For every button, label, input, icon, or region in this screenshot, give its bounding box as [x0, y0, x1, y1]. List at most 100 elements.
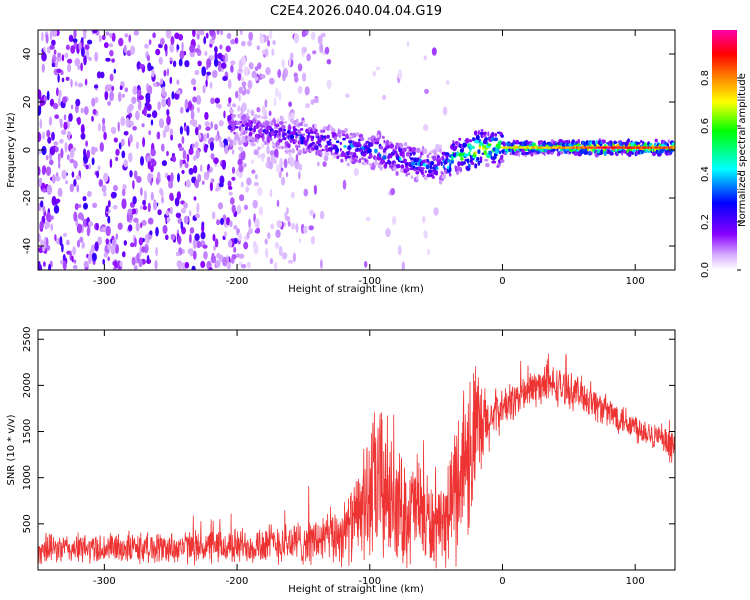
spectrogram-noise-cell: [79, 236, 84, 243]
spectrogram-ridge-cell: [467, 151, 471, 157]
spectrogram-ridge-cell: [329, 138, 332, 142]
spectrogram-noise-cell: [181, 136, 185, 145]
spectrogram-ridge-cell: [550, 151, 554, 155]
spectrogram-noise-cell: [212, 211, 216, 220]
spectrogram-ridge-cell: [366, 160, 369, 165]
spectrogram-ridge-cell: [234, 126, 239, 129]
spectrogram-noise-cell: [38, 131, 42, 143]
spectrogram-noise-cell: [52, 174, 56, 184]
spectrogram-ridge-cell: [473, 130, 478, 136]
spectrogram-noise-cell: [135, 110, 140, 121]
spectrogram-noise-cell: [288, 101, 292, 107]
spectrogram-noise-cell: [160, 37, 165, 46]
spectrogram-ridge-cell: [296, 145, 301, 148]
spectrogram-ridge-cell: [251, 111, 255, 116]
spectrogram-noise-cell: [54, 146, 59, 153]
spectrogram-noise-cell: [65, 180, 69, 185]
spectrogram-noise-cell: [248, 31, 254, 41]
spectrogram-ridge-cell: [253, 127, 256, 133]
spectrogram-ridge-cell: [339, 148, 342, 152]
spectrogram-ridge-cell: [449, 166, 452, 172]
spectrogram-noise-cell: [427, 248, 430, 256]
spectrogram-ridge-cell: [388, 160, 391, 166]
spectrogram-ridge-cell: [420, 151, 423, 156]
spectrogram-noise-cell: [62, 260, 67, 270]
spectrogram-noise-cell: [216, 30, 220, 35]
spectrogram-ridge-cell: [464, 153, 469, 157]
spectrogram-noise-cell: [231, 254, 237, 260]
spectrogram-noise-cell: [99, 34, 102, 43]
spectrogram-noise-cell: [144, 234, 148, 244]
spectrogram-noise-cell: [112, 204, 118, 210]
spectrogram-noise-cell: [119, 261, 123, 267]
spectrogram-ridge-cell: [430, 160, 435, 166]
spectrogram-noise-cell: [53, 141, 59, 146]
spectrogram-noise-cell: [183, 202, 188, 209]
spectrogram-noise-cell: [183, 215, 189, 224]
spectrogram-ridge-cell: [398, 147, 403, 153]
spectrogram-noise-cell: [148, 130, 152, 136]
spectrogram-noise-cell: [239, 194, 245, 202]
spectrogram-noise-cell: [217, 52, 223, 60]
spectrogram-noise-cell: [109, 90, 114, 102]
spectrogram-noise-cell: [232, 103, 237, 108]
spectrogram-noise-cell: [49, 146, 56, 156]
spectrogram-ridge-cell: [491, 160, 497, 164]
spectrogram-noise-cell: [271, 48, 275, 56]
spectrogram-noise-cell: [194, 48, 200, 53]
spectrogram-noise-cell: [94, 51, 99, 62]
spectrogram-noise-cell: [84, 44, 90, 50]
spectrogram-noise-cell: [189, 233, 192, 244]
spectrogram-noise-cell: [150, 165, 154, 173]
spectrogram-ridge-cell: [319, 149, 323, 153]
spectrogram-noise-cell: [175, 251, 180, 257]
spectrogram-noise-cell: [69, 158, 75, 164]
spectrogram-noise-cell: [73, 259, 77, 264]
spectrogram-noise-cell: [91, 157, 95, 166]
spectrogram-noise-cell: [117, 222, 123, 230]
spectrogram-ridge-cell: [293, 128, 298, 132]
spectrogram-ridge-cell: [663, 142, 668, 145]
spectrogram-ridge-cell: [407, 172, 411, 176]
spectrogram-noise-cell: [301, 46, 307, 54]
spectrogram-noise-cell: [190, 109, 195, 120]
spectrogram-ridge-cell: [390, 144, 393, 149]
spectrogram-noise-cell: [298, 163, 303, 171]
spectrogram-noise-cell: [169, 128, 174, 138]
spectrogram-ridge-cell: [640, 148, 645, 155]
spectrogram-noise-cell: [205, 126, 211, 131]
spectrogram-ridge-cell: [248, 119, 251, 125]
spectrogram-noise-cell: [123, 159, 128, 168]
spectrogram-noise-cell: [213, 245, 217, 251]
spectrogram-ridge-cell: [434, 170, 438, 175]
spectrogram-noise-cell: [269, 188, 273, 198]
spectrogram-noise-cell: [238, 93, 241, 102]
spectrogram-noise-cell: [122, 251, 126, 258]
spectrogram-ridge-cell: [499, 150, 502, 155]
spectrogram-noise-cell: [158, 56, 163, 65]
spectrogram-noise-cell: [75, 175, 81, 181]
spectrogram-noise-cell: [142, 137, 146, 148]
spectrogram-ridge-cell: [373, 160, 379, 166]
spectrogram-noise-cell: [166, 216, 171, 223]
snr-series: [38, 353, 675, 569]
spectrogram-noise-cell: [128, 152, 133, 163]
spectrogram-noise-cell: [281, 58, 285, 68]
spectrogram-ridge-cell: [343, 145, 347, 148]
spectrogram-noise-cell: [265, 162, 270, 168]
spectrogram-ridge-cell: [328, 141, 332, 145]
spectrogram-noise-cell: [372, 70, 377, 77]
spectrogram-noise-cell: [138, 258, 143, 268]
spectrogram-ridge-cell: [345, 155, 351, 159]
spectrogram-noise-cell: [317, 161, 320, 167]
spectrogram-noise-cell: [189, 119, 196, 126]
spectrogram-noise-cell: [191, 143, 195, 149]
spectrogram-noise-cell: [251, 169, 256, 174]
spectrogram-ridge-cell: [288, 149, 292, 153]
y-tick-label: 2500: [22, 327, 33, 352]
spectrogram-noise-cell: [125, 117, 130, 128]
spectrogram-noise-cell: [54, 114, 60, 120]
spectrogram-noise-cell: [277, 69, 282, 78]
spectrogram-noise-cell: [214, 97, 220, 104]
